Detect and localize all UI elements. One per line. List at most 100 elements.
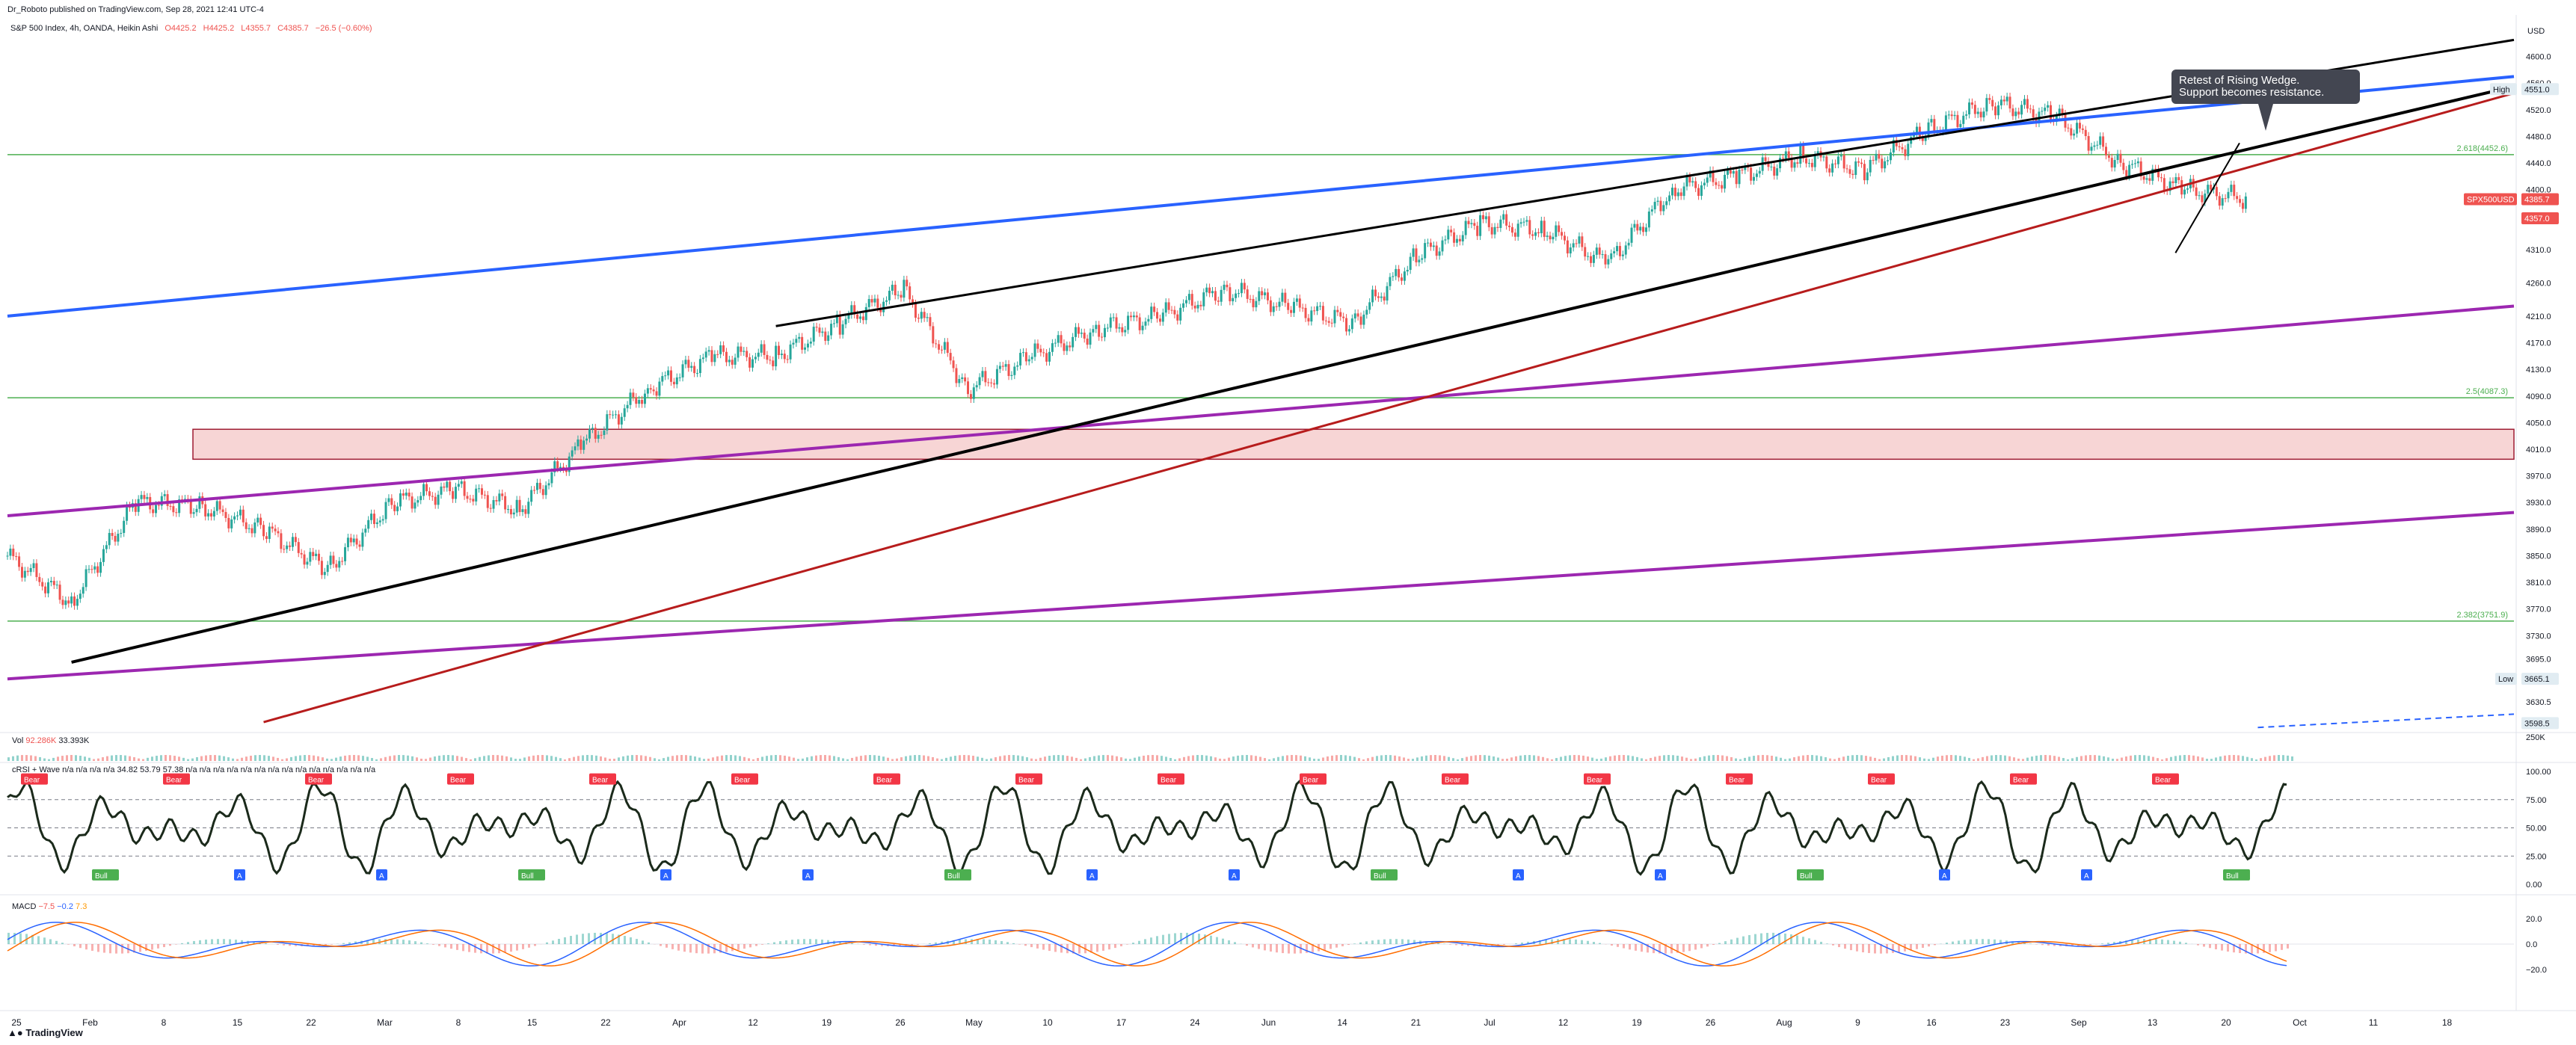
candle-body bbox=[731, 360, 734, 365]
volume-bar bbox=[1896, 755, 1899, 761]
volume-bar bbox=[2076, 756, 2078, 761]
macd-histogram-bar bbox=[875, 944, 877, 946]
candle-body bbox=[935, 343, 938, 345]
volume-bar bbox=[1053, 755, 1055, 761]
y-tick-label: 4310.0 bbox=[2526, 246, 2551, 255]
candle-body bbox=[1921, 136, 1924, 141]
candle-body bbox=[664, 375, 667, 377]
candle-body bbox=[1959, 123, 1962, 127]
candle-body bbox=[1970, 102, 1973, 105]
volume-bar bbox=[869, 755, 871, 761]
macd-histogram-bar bbox=[725, 944, 728, 952]
candle-body bbox=[2047, 105, 2050, 108]
macd-label[interactable]: MACD −7.5 −0.2 7.3 bbox=[12, 902, 87, 911]
candle-body bbox=[585, 438, 588, 441]
candle-body bbox=[1930, 119, 1933, 123]
candle-body bbox=[1999, 99, 2002, 105]
volume-bar bbox=[1506, 758, 1508, 761]
volume-bar bbox=[757, 758, 759, 761]
volume-bar bbox=[2269, 756, 2271, 761]
volume-bar bbox=[2053, 756, 2056, 761]
candle-body bbox=[1205, 287, 1208, 293]
macd-signal-line bbox=[7, 922, 2287, 967]
x-tick-label: 15 bbox=[233, 1017, 243, 1028]
candle-body bbox=[163, 494, 166, 496]
vol-value-2: 33.393K bbox=[58, 736, 90, 745]
volume-bar bbox=[752, 759, 754, 761]
macd-histogram-bar bbox=[1186, 932, 1188, 944]
candle-body bbox=[1464, 221, 1467, 235]
projection-line bbox=[2257, 713, 2515, 729]
candle-body bbox=[230, 519, 233, 528]
volume-bar bbox=[272, 756, 274, 761]
candle-body bbox=[1950, 114, 1953, 117]
candle-body bbox=[483, 494, 486, 496]
volume-bar bbox=[1178, 758, 1181, 761]
candle-body bbox=[1054, 342, 1057, 344]
candle-body bbox=[1543, 221, 1546, 237]
y-tick-label: 3930.0 bbox=[2526, 499, 2551, 508]
volume-bar bbox=[1394, 755, 1396, 761]
volume-bar bbox=[1012, 755, 1015, 761]
volume-bar bbox=[941, 759, 943, 761]
candle-body bbox=[1787, 151, 1790, 158]
signal-badge bbox=[1513, 869, 1524, 881]
macd-histogram-bar bbox=[372, 939, 375, 944]
symbol-name[interactable]: S&P 500 Index, 4h, OANDA, Heikin Ashi bbox=[10, 24, 159, 33]
volume-bar bbox=[1107, 755, 1109, 761]
volume-bar bbox=[1120, 757, 1122, 761]
signal-badge bbox=[1086, 869, 1098, 881]
candle-body bbox=[693, 366, 696, 374]
signal-badge-label: Bear bbox=[1587, 777, 1603, 785]
volume-bar bbox=[1389, 755, 1392, 761]
volume-bar bbox=[1205, 755, 1208, 761]
candle-body bbox=[1779, 158, 1782, 169]
pane-separators bbox=[0, 15, 2576, 1011]
volume-bar bbox=[1995, 755, 1997, 761]
candle-body bbox=[1106, 327, 1109, 329]
volume-bar bbox=[842, 758, 844, 761]
candle-body bbox=[1365, 309, 1368, 315]
crsi-label[interactable]: cRSI + Wave n/a n/a n/a n/a 34.82 53.79 … bbox=[12, 765, 376, 774]
signal-badge bbox=[1229, 869, 1240, 881]
macd-histogram-bar bbox=[241, 940, 243, 944]
price-label: SPX500USD bbox=[2467, 195, 2515, 204]
volume-bar bbox=[2255, 759, 2257, 761]
macd-histogram-bar bbox=[1162, 934, 1164, 944]
macd-histogram-bar bbox=[109, 944, 111, 954]
macd-histogram-bar bbox=[366, 940, 369, 944]
volume-bar bbox=[1726, 756, 1728, 761]
signal-badge-label: Bear bbox=[1303, 777, 1319, 785]
y-tick-label: 4050.0 bbox=[2526, 419, 2551, 428]
volume-bar bbox=[559, 758, 562, 761]
candle-body bbox=[1208, 287, 1211, 294]
volume-bar bbox=[649, 756, 651, 761]
candle-body bbox=[2026, 99, 2029, 109]
candle-body bbox=[1633, 224, 1636, 228]
candle-body bbox=[35, 563, 38, 577]
candle-body bbox=[861, 316, 864, 321]
candle-body bbox=[1738, 170, 1741, 185]
candle-body bbox=[629, 392, 632, 405]
macd-histogram-bar bbox=[731, 944, 734, 952]
tradingview-logo[interactable]: ▲● TradingView bbox=[7, 1027, 83, 1038]
macd-histogram-bar bbox=[462, 944, 464, 952]
x-tick-label: 17 bbox=[1116, 1017, 1127, 1028]
x-tick-label: 23 bbox=[2000, 1017, 2011, 1028]
candle-body bbox=[556, 461, 559, 469]
volume-bar bbox=[914, 755, 916, 761]
macd-histogram-bar bbox=[1922, 944, 1924, 948]
candle-body bbox=[1232, 298, 1235, 302]
candle-body bbox=[12, 548, 15, 557]
volume-bar bbox=[2044, 755, 2047, 761]
vol-label[interactable]: Vol 92.286K 33.393K bbox=[12, 736, 89, 745]
volume-bar bbox=[1416, 757, 1418, 761]
x-tick-label: May bbox=[965, 1017, 983, 1028]
candle-body bbox=[2125, 170, 2128, 176]
volume-bar bbox=[658, 759, 660, 761]
candle-body bbox=[1441, 240, 1444, 252]
candle-body bbox=[1398, 268, 1401, 278]
candle-body bbox=[859, 316, 862, 319]
tradingview-logo-mark-icon: ▲● bbox=[7, 1027, 26, 1038]
volume-bar bbox=[1667, 755, 1670, 761]
